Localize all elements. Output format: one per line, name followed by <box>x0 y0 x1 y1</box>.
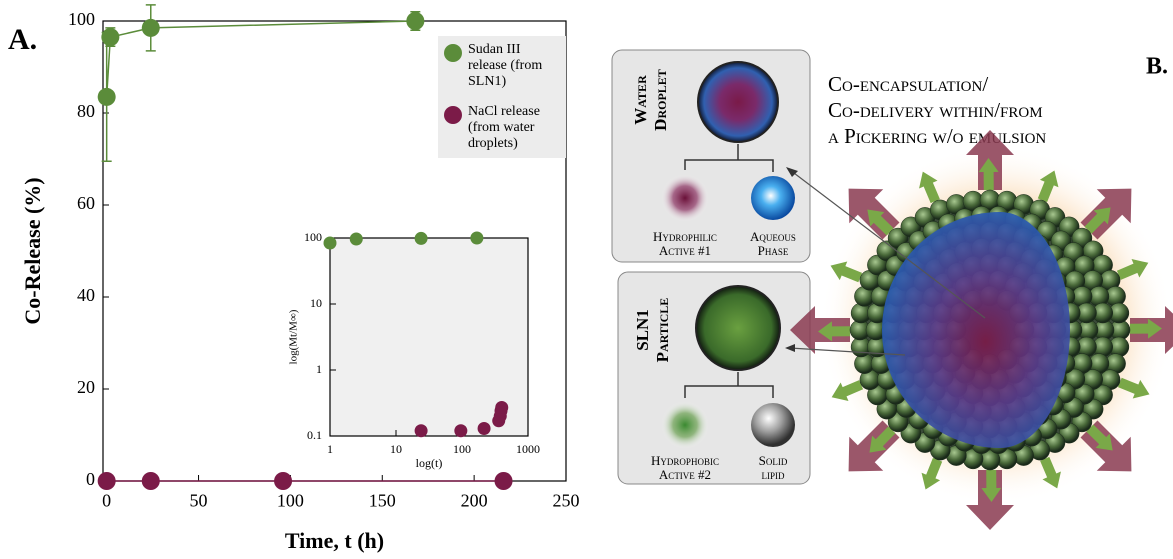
y-axis-label: log(Mt/M∞) <box>288 309 300 364</box>
y-tick-label: 0 <box>86 469 95 489</box>
x-tick-label: 100 <box>453 442 471 456</box>
figure: A. B. Hydrophilic Active #1 Aqueous Phas… <box>0 0 1173 559</box>
data-point <box>101 28 119 46</box>
label: Water <box>631 75 650 125</box>
solid-lipid-icon <box>751 403 795 447</box>
legend-entry: Sudan III release (from SLN1) <box>442 42 562 90</box>
water-droplet-icon <box>698 62 778 142</box>
y-tick-label: 80 <box>77 101 95 121</box>
x-tick-label: 150 <box>369 491 396 511</box>
x-tick-label: 10 <box>390 442 402 456</box>
data-point <box>274 472 292 490</box>
y-axis-label: Co-Release (%) <box>20 177 45 324</box>
x-tick-label: 250 <box>553 491 580 511</box>
legend-label: NaCl release (from water droplets) <box>468 104 562 152</box>
data-point <box>406 12 424 30</box>
panel-label: B. <box>1146 54 1168 80</box>
data-point <box>415 424 428 437</box>
y-tick-label: 10 <box>310 296 322 310</box>
data-point <box>478 422 491 435</box>
x-tick-label: 100 <box>277 491 304 511</box>
label: Active #2 <box>659 467 711 482</box>
label: Aqueous <box>750 229 796 244</box>
x-axis-label: log(t) <box>416 456 443 470</box>
x-tick-label: 1000 <box>516 442 540 456</box>
legend-swatch <box>444 106 462 124</box>
y-tick-label: 60 <box>77 193 95 213</box>
legend-entry: NaCl release (from water droplets) <box>442 104 562 152</box>
x-tick-label: 50 <box>190 491 208 511</box>
label: Droplet <box>651 69 670 131</box>
sln1-icon <box>696 286 780 370</box>
label: Particle <box>653 298 672 363</box>
aqueous-icon <box>751 176 795 220</box>
data-point <box>454 424 467 437</box>
panel-label: A. <box>8 23 37 56</box>
title-line: Co-delivery within/from <box>828 98 1043 122</box>
data-point <box>142 19 160 37</box>
diagram: Hydrophilic Active #1 Aqueous Phase Hydr… <box>612 50 1173 530</box>
x-tick-label: 0 <box>102 491 111 511</box>
diagram-title: Co-encapsulation/ Co-delivery within/fro… <box>828 72 1046 148</box>
hydrophilic-icon <box>661 174 709 222</box>
y-tick-label: 40 <box>77 285 95 305</box>
legend-label: Sudan III release (from SLN1) <box>468 42 562 90</box>
data-point <box>142 472 160 490</box>
legend: Sudan III release (from SLN1) NaCl releas… <box>438 36 566 158</box>
label: Phase <box>758 243 789 258</box>
data-point <box>495 401 508 414</box>
y-tick-label: 100 <box>68 9 95 29</box>
title-line: a Pickering w/o emulsion <box>828 124 1046 148</box>
data-point <box>98 88 116 106</box>
page: A. B. Hydrophilic Active #1 Aqueous Phas… <box>0 0 1173 559</box>
y-tick-label: 100 <box>304 230 322 244</box>
legend-swatch <box>444 44 462 62</box>
data-point <box>415 232 428 245</box>
label: Hydrophilic <box>653 229 717 244</box>
data-point <box>470 232 483 245</box>
y-tick-label: 20 <box>77 377 95 397</box>
title-line: Co-encapsulation/ <box>828 72 988 96</box>
x-tick-label: 1 <box>327 442 333 456</box>
x-axis-label: Time, t (h) <box>285 528 384 553</box>
y-tick-label: 0.1 <box>307 428 322 442</box>
label: lipid <box>762 467 785 482</box>
data-point <box>350 233 363 246</box>
label: Active #1 <box>659 243 711 258</box>
data-point <box>324 236 337 249</box>
data-point <box>98 472 116 490</box>
label: Solid <box>759 453 788 468</box>
x-tick-label: 200 <box>461 491 488 511</box>
label: SLN1 <box>633 309 652 351</box>
hydrophobic-icon <box>661 401 709 449</box>
data-point <box>495 472 513 490</box>
y-tick-label: 1 <box>316 362 322 376</box>
label: Hydrophobic <box>651 453 719 468</box>
